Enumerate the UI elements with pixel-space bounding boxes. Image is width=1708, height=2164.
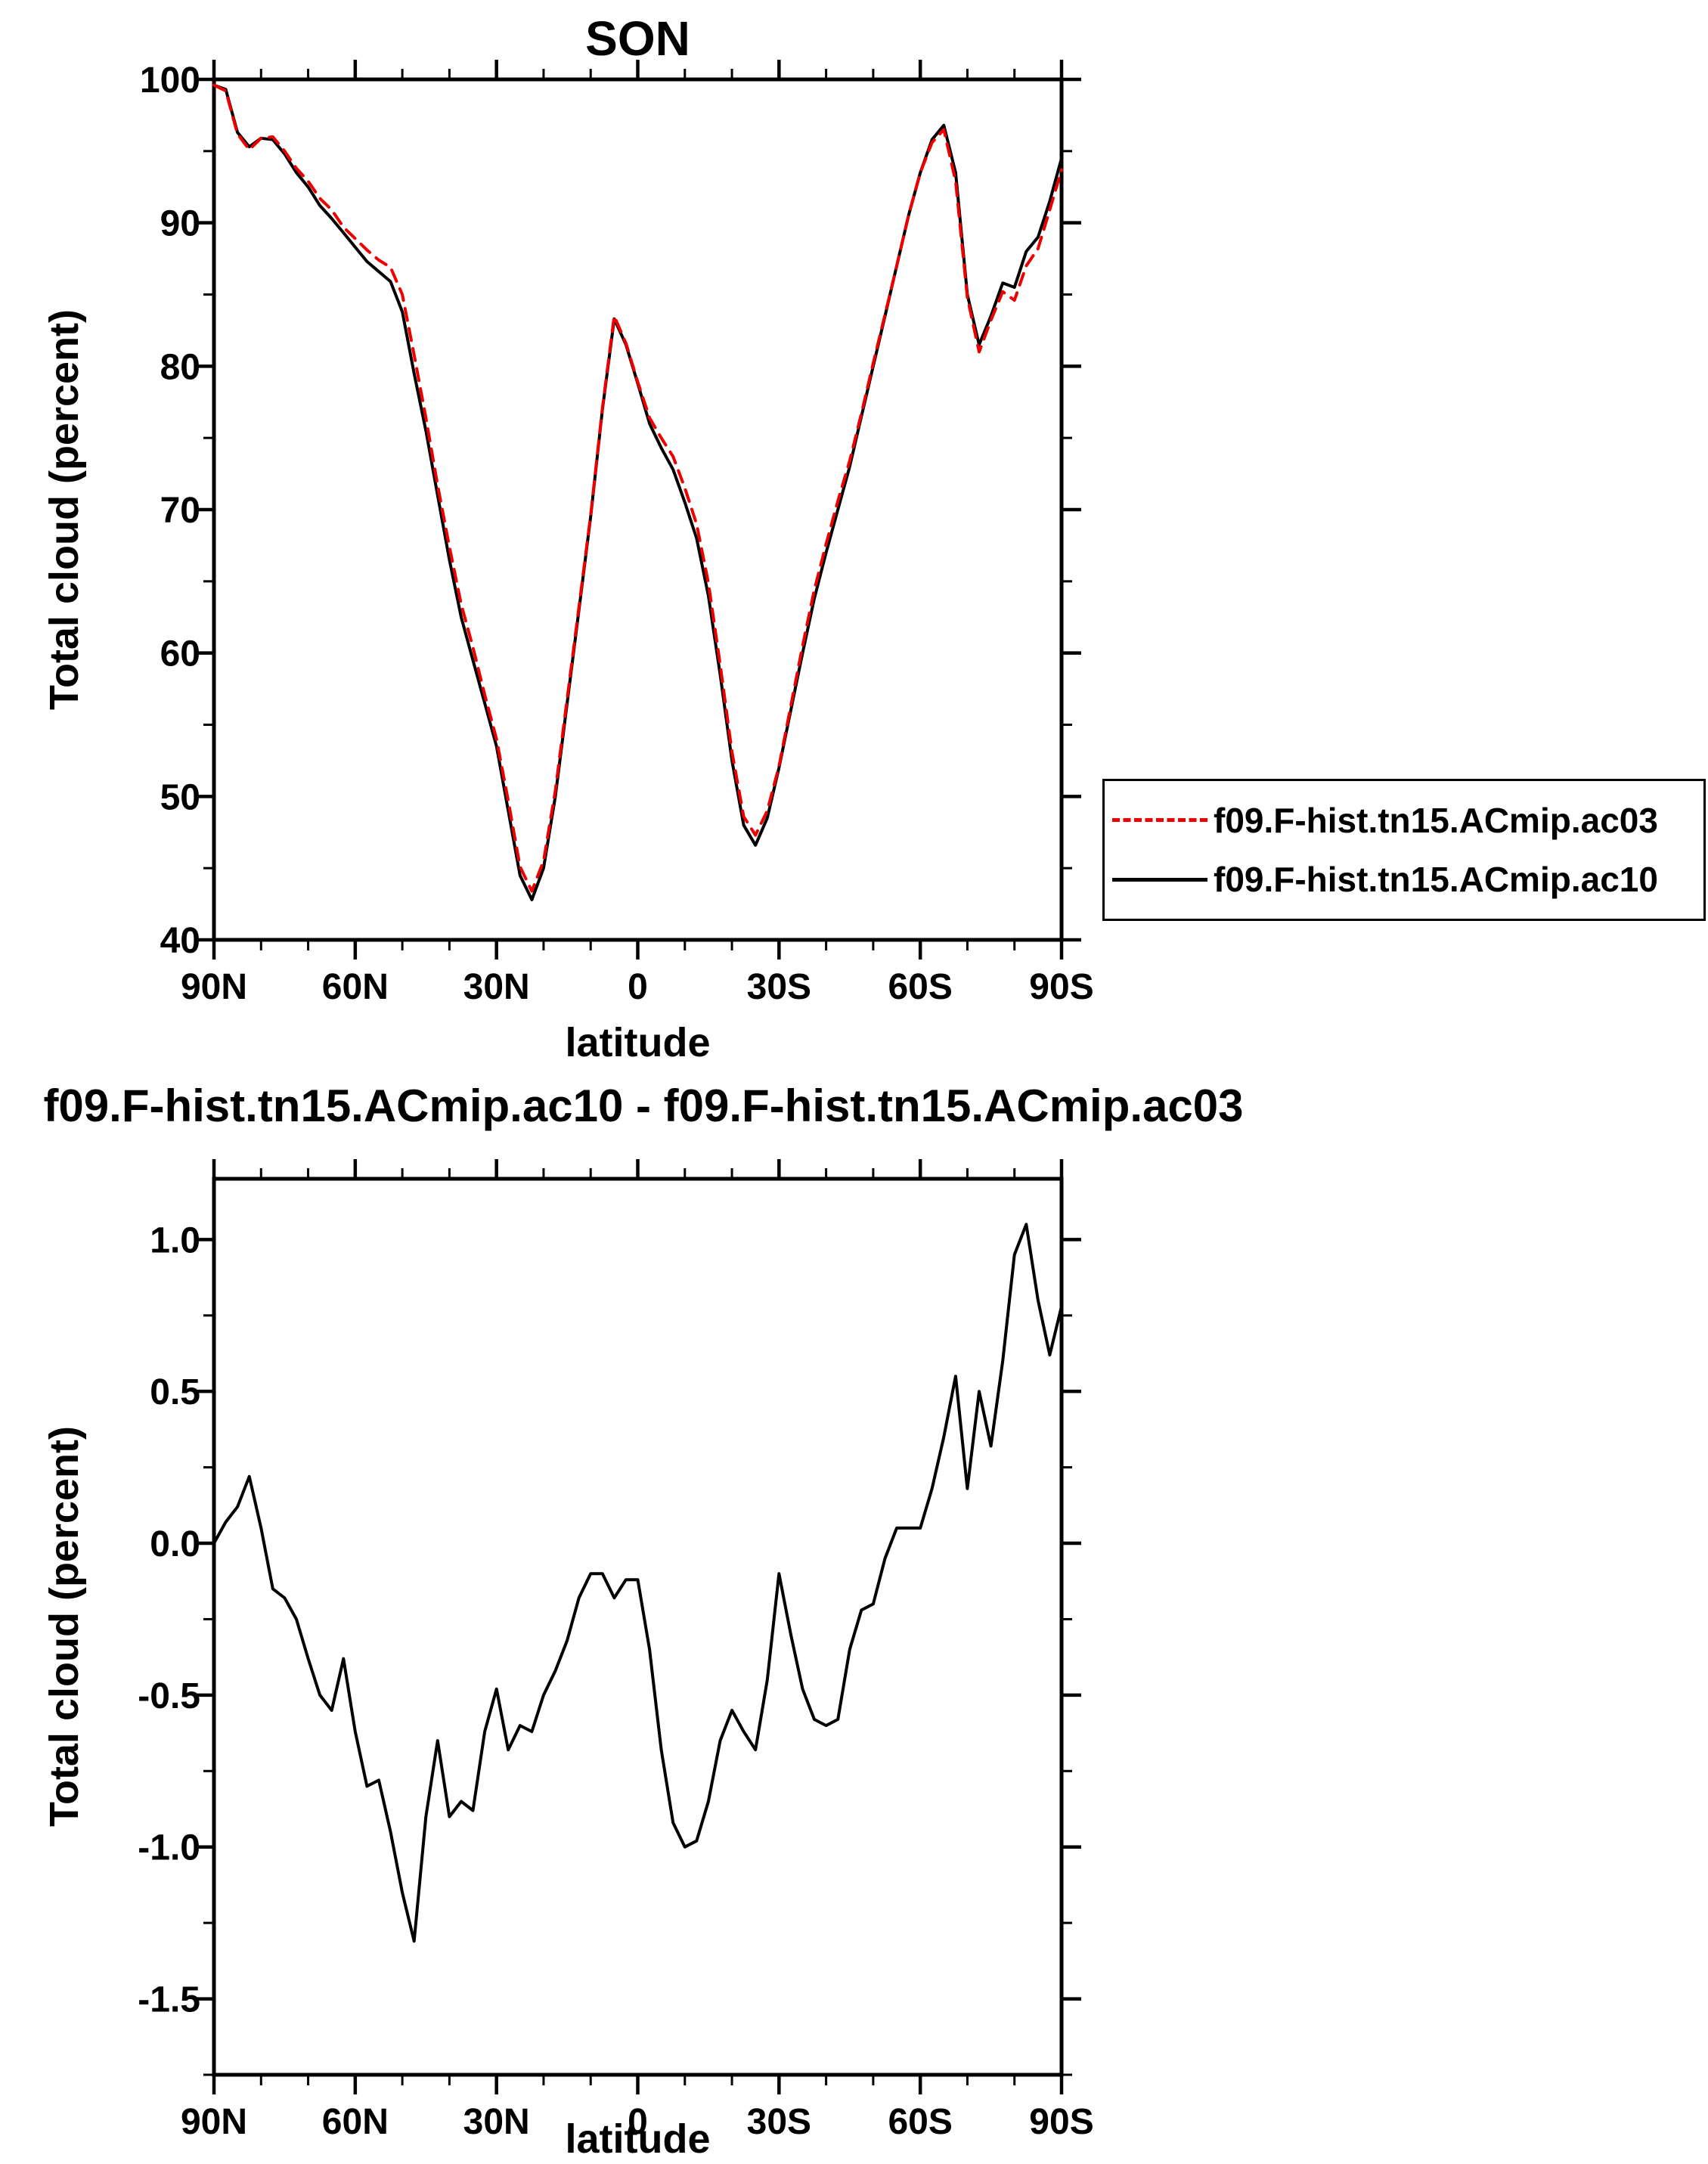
svg-text:30N: 30N [463, 967, 530, 1007]
svg-text:70: 70 [160, 491, 200, 531]
svg-text:90N: 90N [181, 2102, 247, 2142]
svg-text:50: 50 [160, 777, 200, 817]
bottom-chart-title: f09.F-hist.tn15.ACmip.ac10 - f09.F-hist.… [43, 1080, 1244, 1131]
svg-text:60N: 60N [322, 967, 389, 1007]
svg-text:-0.5: -0.5 [138, 1676, 200, 1716]
dashed-red-line-icon [1112, 818, 1207, 823]
svg-text:1.0: 1.0 [150, 1220, 200, 1260]
bottom-chart-plot: 90N 60N 30N 0 30S 60S 90S 1.0 0.5 0.0 -0.5 -1.0 -1.5 [138, 1159, 1094, 2142]
svg-text:-1.5: -1.5 [138, 1980, 200, 2020]
svg-text:90S: 90S [1029, 2102, 1093, 2142]
svg-text:100: 100 [140, 60, 200, 101]
svg-text:80: 80 [160, 347, 200, 387]
svg-text:60S: 60S [888, 967, 952, 1007]
svg-text:90N: 90N [181, 967, 247, 1007]
legend-label-ac03: f09.F-hist.tn15.ACmip.ac03 [1214, 800, 1658, 840]
svg-text:0: 0 [628, 967, 648, 1007]
bottom-x-axis-label: latitude [565, 2116, 711, 2162]
svg-text:60N: 60N [322, 2102, 389, 2142]
legend: f09.F-hist.tn15.ACmip.ac03 f09.F-hist.tn… [1102, 779, 1706, 921]
svg-text:30N: 30N [463, 2102, 530, 2142]
svg-text:0.5: 0.5 [150, 1372, 200, 1412]
top-chart-title: SON [585, 11, 690, 66]
legend-label-ac10: f09.F-hist.tn15.ACmip.ac10 [1214, 860, 1658, 900]
svg-text:30S: 30S [747, 967, 811, 1007]
top-chart-plot: 90N 60N 30N 0 30S 60S 90S 100 90 80 70 60 50 40 [140, 60, 1094, 1007]
legend-entry-ac03: f09.F-hist.tn15.ACmip.ac03 [1112, 800, 1703, 841]
svg-text:60S: 60S [888, 2102, 952, 2142]
svg-text:90: 90 [160, 204, 200, 244]
svg-text:-1.0: -1.0 [138, 1828, 200, 1868]
top-x-axis-label: latitude [565, 1020, 711, 1065]
svg-text:60: 60 [160, 634, 200, 674]
svg-text:0.0: 0.0 [150, 1524, 200, 1564]
svg-text:0: 0 [628, 2102, 648, 2142]
svg-text:30S: 30S [747, 2102, 811, 2142]
solid-black-line-icon [1112, 877, 1207, 882]
svg-text:40: 40 [160, 921, 200, 961]
svg-text:90S: 90S [1029, 967, 1093, 1007]
legend-entry-ac10: f09.F-hist.tn15.ACmip.ac10 [1112, 859, 1703, 900]
